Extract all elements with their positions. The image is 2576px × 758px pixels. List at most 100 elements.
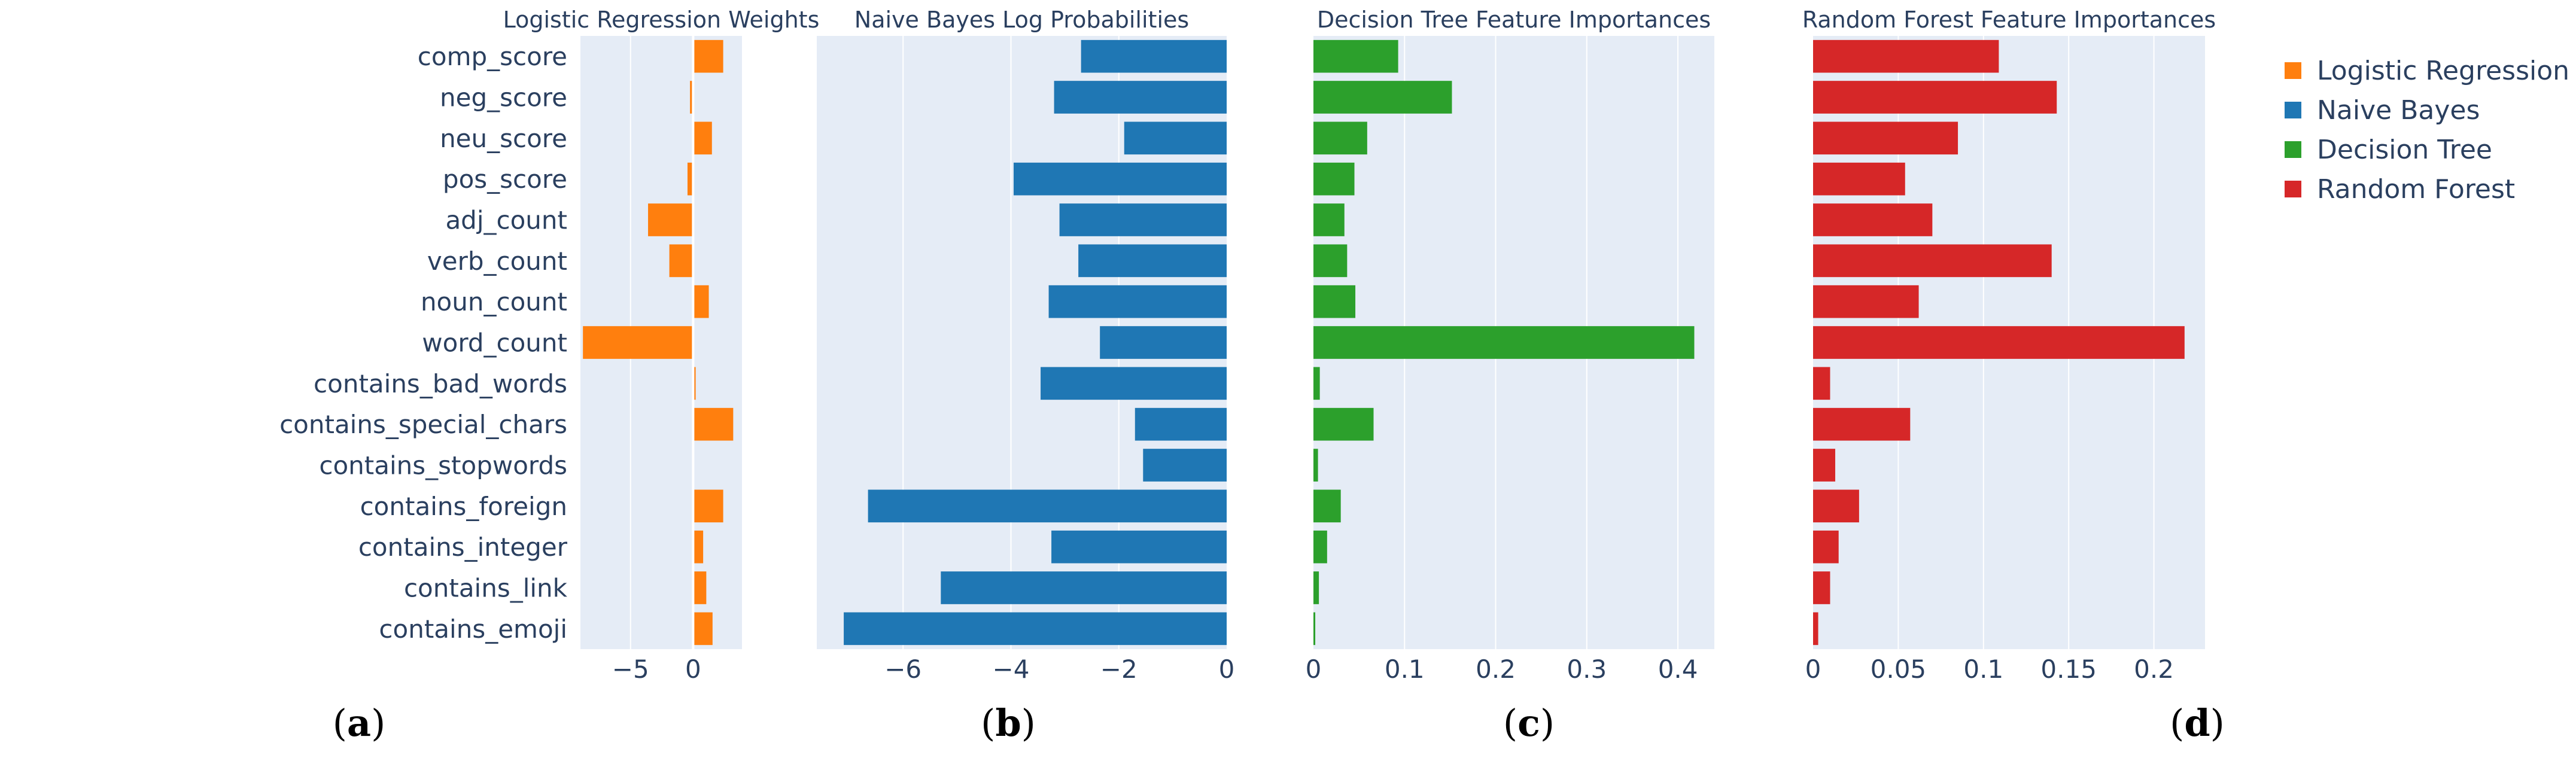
bar-contains-special-chars: [1813, 407, 1911, 441]
subfigure-label: (c): [1503, 701, 1555, 745]
bar-contains-integer: [1313, 530, 1327, 564]
bar-contains-stopwords: [1813, 449, 1836, 482]
bar-contains-stopwords: [1143, 449, 1227, 482]
bar-adj-count: [648, 203, 694, 236]
legend-item-decision-tree: Decision Tree: [2317, 135, 2492, 165]
bar-contains-link: [1813, 571, 1830, 604]
bar-word-count: [1313, 326, 1695, 359]
bar-noun-count: [1813, 285, 1919, 318]
feature-label-verb-count: verb_count: [427, 246, 567, 276]
bar-word-count: [583, 326, 694, 359]
feature-label-neg-score: neg_score: [440, 83, 567, 112]
feature-label-contains-integer: contains_integer: [358, 532, 568, 562]
x-tick-label: 0.2: [2134, 655, 2174, 684]
bar-contains-bad-words: [1813, 367, 1830, 400]
bar-verb-count: [1813, 244, 2052, 278]
subfigure-label: (a): [333, 701, 386, 745]
bar-contains-foreign: [693, 489, 723, 523]
bar-comp-score: [693, 39, 723, 73]
bar-contains-bad-words: [693, 367, 696, 400]
panel-a: −5 0 Logistic Regression Weights (a): [333, 7, 820, 745]
bar-contains-integer: [1813, 530, 1839, 564]
bar-pos-score: [687, 162, 694, 196]
bar-verb-count: [1078, 244, 1227, 278]
feature-axis-labels: comp_score neg_score neu_score pos_scoreadj…: [279, 42, 568, 644]
bar-contains-bad-words: [1313, 367, 1320, 400]
x-tick-label: 0.1: [1385, 655, 1425, 684]
bar-contains-special-chars: [1313, 407, 1374, 441]
legend-swatch: [2285, 141, 2301, 158]
feature-label-contains-link: contains_link: [404, 574, 568, 603]
bar-pos-score: [1013, 162, 1227, 196]
legend-item-naive-bayes: Naive Bayes: [2317, 95, 2480, 126]
bar-contains-integer: [1051, 530, 1227, 564]
bar-pos-score: [1313, 162, 1355, 196]
bar-neu-score: [1313, 121, 1367, 155]
feature-label-contains-special-chars: contains_special_chars: [279, 410, 567, 439]
panel-d: 0 0.05 0.1 0.15 0.2 Random Forest Feature Imp…: [1802, 7, 2225, 745]
bar-contains-stopwords: [1313, 449, 1318, 482]
panel-title: Random Forest Feature Importances: [1802, 7, 2216, 33]
bar-comp-score: [1313, 39, 1398, 73]
bar-noun-count: [1313, 285, 1356, 318]
bar-noun-count: [1048, 285, 1227, 318]
x-tick-label: 0.05: [1871, 655, 1927, 684]
legend-item-logistic-regression: Logistic Regression: [2317, 56, 2569, 86]
bar-contains-emoji: [1313, 612, 1316, 646]
legend-swatch: [2285, 102, 2301, 118]
bar-verb-count: [1313, 244, 1348, 278]
feature-label-pos-score: pos_score: [443, 165, 567, 194]
bar-contains-foreign: [868, 489, 1227, 523]
bar-noun-count: [693, 285, 709, 318]
bar-contains-link: [941, 571, 1227, 604]
x-tick-label: −5: [612, 655, 649, 684]
x-tick-label: 0.15: [2040, 655, 2097, 684]
subfigure-letter: d: [2184, 701, 2210, 745]
panel-title: Naive Bayes Log Probabilities: [854, 7, 1189, 33]
bar-contains-emoji: [1813, 612, 1818, 646]
bar-adj-count: [1813, 203, 1933, 236]
bar-neu-score: [693, 121, 712, 155]
x-tick-label: 0.2: [1476, 655, 1516, 684]
feature-label-contains-bad-words: contains_bad_words: [314, 369, 567, 398]
x-tick-label: 0: [1306, 655, 1322, 684]
panel-c: 0 0.1 0.2 0.3 0.4 Decision Tree Feature Impor…: [1306, 7, 1714, 745]
bar-neg-score: [690, 81, 694, 114]
legend-item-random-forest: Random Forest: [2317, 174, 2515, 205]
feature-label-neu-score: neu_score: [440, 124, 567, 153]
bar-contains-special-chars: [693, 407, 734, 441]
panel-title: Logistic Regression Weights: [503, 7, 820, 33]
x-tick-label: 0: [1805, 655, 1821, 684]
bar-adj-count: [1313, 203, 1345, 236]
bar-contains-foreign: [1313, 489, 1341, 523]
subfigure-label: (d): [2170, 701, 2225, 745]
bar-contains-emoji: [844, 612, 1227, 646]
bar-pos-score: [1813, 162, 1905, 196]
bar-verb-count: [669, 244, 694, 278]
feature-label-contains-stopwords: contains_stopwords: [319, 451, 567, 480]
bar-word-count: [1813, 326, 2185, 359]
subfigure-letter: a: [347, 701, 371, 745]
bar-neu-score: [1124, 121, 1227, 155]
feature-label-contains-foreign: contains_foreign: [360, 492, 567, 521]
bar-neg-score: [1813, 81, 2057, 114]
subfigure-letter: b: [995, 701, 1021, 745]
subfigure-letter: c: [1517, 701, 1540, 745]
bar-contains-foreign: [1813, 489, 1859, 523]
legend: Logistic Regression Naive Bayes Decision T…: [2285, 56, 2569, 205]
panel-title: Decision Tree Feature Importances: [1317, 7, 1711, 33]
legend-swatch: [2285, 62, 2301, 79]
bar-neu-score: [1813, 121, 1958, 155]
bar-contains-integer: [693, 530, 704, 564]
bar-contains-emoji: [693, 612, 713, 646]
subfigure-label: (b): [981, 701, 1036, 745]
legend-swatch: [2285, 181, 2301, 197]
x-tick-label: −6: [884, 655, 921, 684]
bar-comp-score: [1081, 39, 1227, 73]
bar-neg-score: [1313, 81, 1452, 114]
bar-contains-link: [1313, 571, 1319, 604]
feature-label-adj-count: adj_count: [445, 206, 567, 235]
x-tick-label: −4: [993, 655, 1030, 684]
feature-label-comp-score: comp_score: [418, 42, 567, 71]
